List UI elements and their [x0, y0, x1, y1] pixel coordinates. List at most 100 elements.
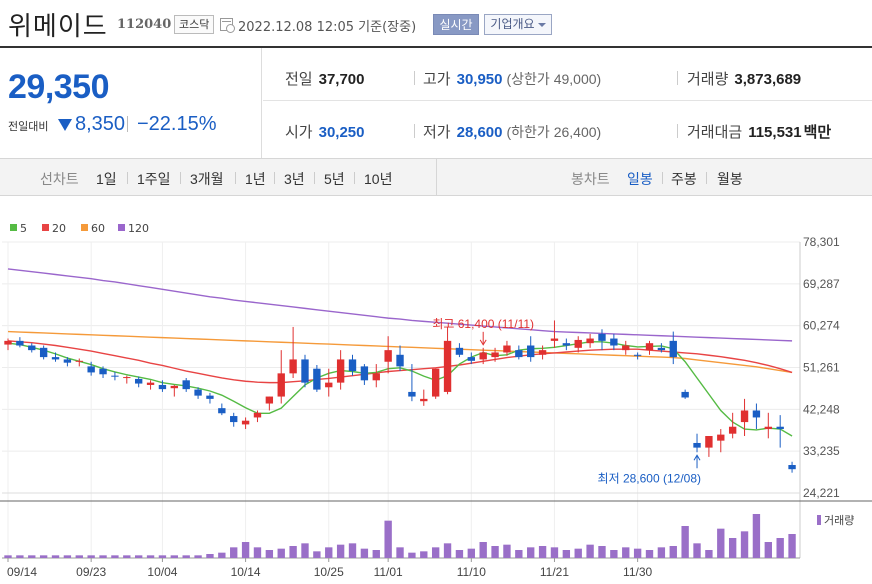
legend-swatch [42, 224, 49, 231]
stat-label: 거래대금 [687, 124, 743, 141]
volume-bar [645, 550, 654, 558]
candle-body [265, 396, 274, 404]
divider [414, 124, 415, 138]
company-overview-button[interactable]: 기업개요 [484, 14, 552, 35]
volume-bar [325, 547, 333, 558]
tab-monthly[interactable]: 월봉 [717, 171, 743, 187]
volume-bar [764, 542, 772, 558]
change-rate: −22.15% [137, 113, 217, 135]
divider [354, 172, 355, 184]
candle-body [348, 359, 357, 372]
stat-unit: 백만 [803, 124, 832, 141]
volume-bar [527, 547, 535, 558]
volume-bar [253, 547, 262, 558]
candle-body [443, 340, 452, 392]
volume-bar [515, 550, 523, 558]
volume-bar [408, 552, 416, 558]
volume-bar [740, 531, 749, 558]
candle-body [752, 410, 761, 418]
chart-period-tabs: 선차트 1일 1주일 3개월 1년 3년 5년 10년 봉차트 일봉 주봉 월봉 [0, 158, 872, 196]
tab-10years[interactable]: 10년 [364, 171, 393, 187]
volume-bar [16, 555, 24, 558]
divider [274, 172, 275, 184]
candle-body [4, 340, 12, 345]
candle-body [218, 408, 226, 414]
divider [677, 71, 678, 85]
legend-swatch [118, 224, 125, 231]
volume-bar [289, 546, 297, 558]
volume-bar [28, 555, 36, 558]
candle-body [467, 357, 475, 361]
candle-body [622, 345, 630, 351]
volume-bar [491, 546, 499, 558]
stock-candlestick-chart[interactable]: 5 20 60 120 78,301 69,287 60,274 51,261 42,248 33… [0, 210, 872, 584]
volume-bar [728, 538, 737, 558]
candle-body [408, 391, 416, 397]
volume-bar [598, 546, 606, 558]
stat-label: 저가 [423, 124, 451, 141]
tab-1day[interactable]: 1일 [96, 171, 117, 187]
candle-body [503, 345, 511, 353]
candle-body [491, 352, 499, 358]
stat-label: 거래량 [687, 71, 729, 88]
candle-body [75, 360, 83, 362]
divider [314, 172, 315, 184]
candle-body [134, 378, 143, 384]
legend-label: 60 [91, 222, 105, 235]
candle-body [158, 384, 167, 390]
tab-3months[interactable]: 3개월 [190, 171, 224, 187]
volume-bar [206, 554, 214, 558]
volume-bar [657, 547, 666, 558]
candle-body [194, 389, 202, 396]
tab-weekly[interactable]: 주봉 [671, 171, 697, 187]
volume-bar [146, 555, 155, 558]
x-tick-label: 10/04 [147, 565, 177, 579]
divider [127, 116, 128, 132]
tab-1week[interactable]: 1주일 [137, 171, 171, 187]
stat-value: 37,700 [318, 71, 365, 88]
stat-low: 저가 28,600 (하한가 26,400) [423, 121, 601, 142]
volume-bar [420, 551, 428, 558]
stat-amount: 거래대금 115,531 백만 [687, 121, 831, 142]
volume-bar [75, 555, 83, 558]
low-annotation: 최저 28,600 (12/08) [598, 471, 701, 485]
volume-bar [669, 546, 677, 558]
volume-bar [134, 555, 143, 558]
volume-bar [788, 534, 796, 558]
candle-body [301, 359, 309, 383]
tab-candle-chart[interactable]: 봉차트 [571, 171, 610, 187]
volume-bar [479, 542, 487, 558]
candle-body [206, 395, 214, 399]
volume-bar [562, 550, 571, 558]
candle-body [693, 442, 701, 448]
volume-bar [752, 514, 761, 558]
volume-bar [717, 528, 725, 558]
candle-body [87, 366, 95, 373]
volume-bar [265, 550, 274, 558]
down-arrow-icon [58, 119, 72, 131]
volume-bar [241, 542, 250, 558]
candle-body [598, 333, 606, 341]
divider [127, 172, 128, 184]
volume-bar [467, 548, 475, 558]
tab-line-chart[interactable]: 선차트 [40, 171, 79, 187]
candle-body [384, 350, 392, 362]
tab-3years[interactable]: 3년 [284, 171, 305, 187]
candle-body [182, 380, 190, 390]
tab-1year[interactable]: 1년 [245, 171, 266, 187]
x-tick-label: 11/21 [540, 565, 569, 579]
volume-bar [230, 547, 238, 558]
volume-bar [396, 547, 404, 558]
legend-swatch [10, 224, 17, 231]
volume-bar [218, 552, 226, 558]
arrow-down-icon [479, 339, 487, 346]
tab-5years[interactable]: 5년 [324, 171, 345, 187]
candle-body [776, 426, 784, 430]
volume-bar [194, 555, 202, 558]
volume-bar [384, 520, 392, 558]
candle-body [372, 373, 380, 381]
y-tick-label: 78,301 [803, 235, 840, 249]
tab-daily[interactable]: 일봉 [627, 171, 653, 187]
volume-bar [111, 555, 119, 558]
realtime-button[interactable]: 실시간 [433, 14, 479, 35]
